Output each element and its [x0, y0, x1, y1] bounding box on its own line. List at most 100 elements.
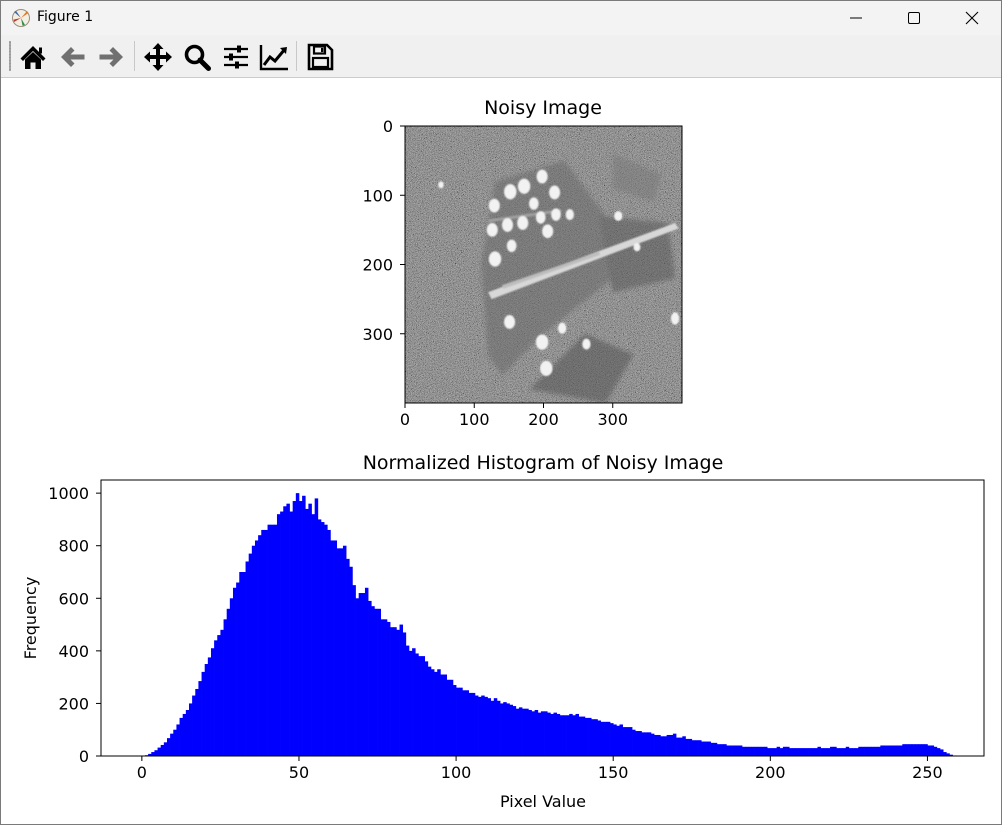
figure-canvas[interactable]: Noisy Image: [1, 78, 1001, 824]
histogram-bar: [669, 734, 674, 756]
histogram-bar: [817, 746, 821, 756]
toolbar-separator: [296, 41, 297, 71]
histogram-bar: [170, 733, 174, 756]
histogram-bar: [254, 540, 259, 756]
histogram-bar: [933, 746, 938, 756]
histogram-bar: [496, 700, 501, 756]
histogram-bar: [525, 708, 529, 756]
save-button[interactable]: [303, 40, 337, 74]
histogram-bar: [163, 742, 168, 756]
x-tick-label: 100: [459, 410, 490, 429]
histogram-bar: [927, 745, 931, 756]
x-tick-label: 250: [912, 763, 943, 782]
forward-button[interactable]: [94, 40, 128, 74]
histogram-bar: [402, 632, 407, 756]
histogram-bar: [588, 717, 592, 756]
histogram-bar: [424, 661, 429, 756]
histogram-bar: [528, 710, 532, 756]
minimize-button[interactable]: [827, 1, 885, 35]
histogram-bar: [484, 696, 488, 756]
histogram-bar: [201, 671, 206, 756]
pan-button[interactable]: [141, 40, 175, 74]
histogram-bar: [292, 501, 297, 756]
histogram-bar: [625, 727, 630, 756]
edit-axis-button[interactable]: [257, 40, 291, 74]
histogram-bar: [745, 746, 749, 756]
x-tick-label: 200: [528, 410, 559, 429]
home-button[interactable]: [16, 40, 50, 74]
histogram-bar: [188, 703, 193, 756]
histogram-bar: [333, 540, 338, 756]
histogram-bar: [767, 748, 771, 756]
title-bar[interactable]: Figure 1: [1, 1, 1001, 35]
histogram-bar: [698, 740, 702, 756]
histogram-bar: [490, 700, 495, 756]
histogram-bar: [896, 745, 900, 756]
histogram-bar: [226, 608, 231, 756]
histogram-bar: [914, 744, 919, 756]
histogram-bar: [556, 713, 561, 756]
histogram-bar: [716, 744, 721, 756]
histogram-bar: [468, 692, 473, 756]
histogram-bar: [286, 503, 290, 756]
close-icon: [965, 11, 979, 25]
histogram-bar: [355, 598, 360, 756]
back-button[interactable]: [56, 40, 90, 74]
histogram-bar: [770, 748, 774, 756]
histogram-bar: [537, 712, 542, 756]
y-tick-label: 300: [362, 325, 393, 344]
histogram-bar: [804, 748, 809, 756]
histogram-bar: [751, 746, 755, 756]
histogram-bar: [782, 746, 787, 756]
histogram-axes[interactable]: [100, 479, 985, 757]
histogram-bar: [672, 733, 677, 756]
histogram-bar: [342, 545, 347, 756]
histogram-bar: [210, 648, 215, 756]
histogram-bar: [185, 710, 190, 756]
image-title: Noisy Image: [484, 97, 602, 119]
histogram-bar: [415, 653, 419, 756]
magnifier-icon: [184, 44, 211, 71]
histogram-bar: [773, 748, 777, 756]
histogram-bar: [276, 514, 281, 756]
histogram-bar: [550, 713, 554, 756]
histogram-bar: [704, 741, 708, 756]
histogram-bar: [852, 748, 856, 756]
histogram-bar: [776, 746, 781, 756]
histogram-bar: [462, 690, 466, 756]
histogram-bar: [336, 548, 341, 756]
configure-subplots-button[interactable]: [219, 40, 253, 74]
histogram-bar: [764, 746, 768, 756]
histogram-bar: [421, 656, 426, 756]
noisy-image: [405, 126, 682, 403]
histogram-bar: [735, 745, 740, 756]
histogram-bar: [377, 608, 382, 756]
histogram-bar: [364, 587, 369, 756]
toolbar-separator: [134, 41, 135, 71]
histogram-bar: [760, 746, 765, 756]
histogram-bar: [383, 619, 388, 756]
histogram-bar: [820, 748, 825, 756]
histogram-bar: [324, 524, 328, 756]
histogram-bar: [918, 744, 922, 756]
histogram-bar: [242, 572, 246, 756]
histogram-bar: [267, 524, 272, 756]
histogram-bar: [877, 746, 881, 756]
maximize-button[interactable]: [885, 1, 943, 35]
y-tick-label: 200: [58, 694, 89, 713]
histogram-bar: [660, 736, 664, 756]
histogram-bar: [446, 679, 451, 756]
histogram-bar: [676, 737, 680, 756]
histogram-bar: [408, 650, 413, 756]
histogram-bar: [732, 745, 737, 756]
y-tick-label: 100: [362, 186, 393, 205]
histogram-bar: [754, 746, 759, 756]
histogram-bar: [399, 624, 404, 756]
zoom-button[interactable]: [180, 40, 214, 74]
histogram-bar: [148, 753, 152, 756]
histogram-bar: [833, 746, 837, 756]
x-tick-label: 0: [400, 410, 410, 429]
noisy-image-axes[interactable]: [404, 125, 683, 404]
close-button[interactable]: [943, 1, 1001, 35]
minimize-icon: [850, 17, 862, 19]
